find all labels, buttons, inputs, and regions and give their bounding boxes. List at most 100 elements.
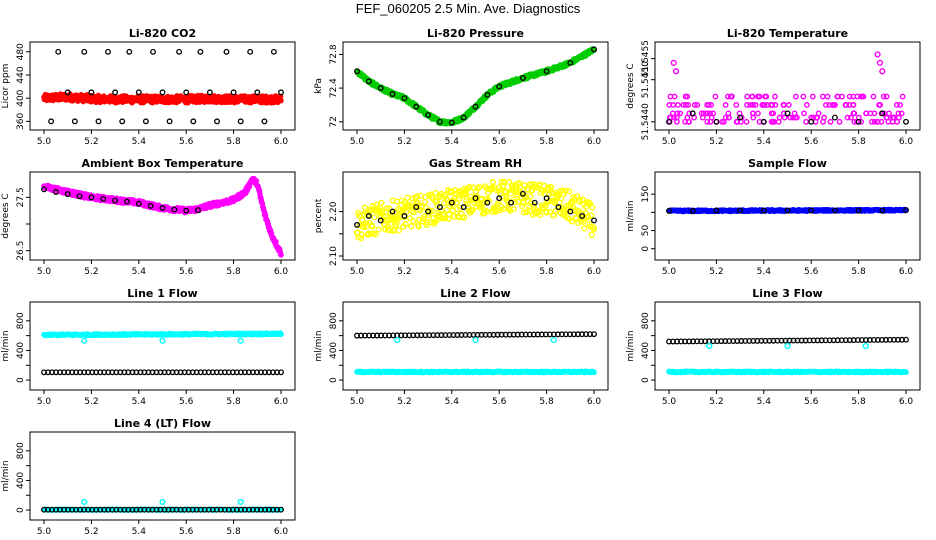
plot-frame [29,41,296,131]
x-tick-label: 5.0 [37,527,52,537]
x-tick-label: 5.2 [709,267,723,277]
raw-point [772,93,778,100]
y-tick-label: 72 [329,116,339,127]
raw-point [850,102,856,108]
y-tick-label: 51.5455 [641,40,651,77]
raw-point [827,118,834,125]
raw-point [776,114,783,121]
raw-point [588,231,595,238]
x-tick-label: 6.0 [274,527,289,537]
x-tick-label: 5.8 [851,137,866,147]
raw-point [878,118,885,125]
raw-point [842,102,849,108]
raw-point [591,369,597,376]
x-tick-label: 5.8 [226,267,241,277]
raw-point [769,118,776,125]
outlier-point [81,498,88,506]
raw-point [278,97,284,104]
raw-point [667,93,674,100]
y-tick-label: 0 [329,377,339,383]
y-tick-label: 150 [641,185,651,202]
plot-frame [342,301,609,391]
chart-panel-10: Line 4 (LT) Flow ml/min 5.0 5.2 5.4 5.6 5.8 6.0… [1,417,296,537]
average-point [496,195,503,202]
outlier-point [876,59,884,66]
chart-title: Gas Stream RH [429,157,522,170]
outlier-points [394,336,557,344]
average-point [903,118,909,125]
outlier-point [81,337,88,344]
raw-point [712,93,719,100]
raw-point [421,198,428,206]
average-point [105,48,111,55]
x-tick-label: 5.4 [132,267,147,277]
x-tick-label: 5.0 [350,397,365,407]
chart-panel-4: Ambient Box Temperature degrees C 5.0 5.2 5.… [1,157,296,277]
chart-title: Li-820 Pressure [427,27,524,40]
data-layer [666,51,909,125]
raw-point [725,110,732,117]
chart-title: Line 1 Flow [127,287,197,300]
x-tick-label: 5.6 [804,137,819,147]
average-point [142,118,149,125]
x-tick-label: 6.0 [274,397,289,407]
average-point [831,114,838,121]
data-layer [353,178,598,242]
outlier-points [81,337,244,344]
average-point [126,48,133,55]
raw-point [749,110,756,117]
x-tick-label: 5.8 [539,397,554,407]
raw-point [371,214,378,221]
chart-panel-9: Line 3 Flow ml/min 5.0 5.2 5.4 5.6 5.8 6.0 0 400 8… [626,287,921,407]
average-point [278,89,284,96]
raw-point [781,102,787,108]
outlier-point [159,498,166,506]
x-tick-label: 5.2 [84,527,98,537]
chart-title: Line 2 Flow [440,287,510,300]
chart-panel-8: Line 2 Flow ml/min 5.0 5.2 5.4 5.6 5.8 6.0 0 400 8… [314,287,609,407]
average-point [150,48,156,55]
outlier-points [670,51,886,75]
chart-title: Line 4 (LT) Flow [114,417,211,430]
x-tick-label: 5.2 [397,397,411,407]
raw-point [404,194,411,201]
x-tick-label: 5.0 [662,137,677,147]
raw-point [809,93,816,100]
y-tick-label: 27.5 [16,187,26,207]
x-tick-label: 5.6 [179,137,194,147]
average-point [591,217,597,224]
y-axis-label: percent [314,198,324,233]
raw-point [273,238,279,245]
average-point [88,89,95,96]
chart-panel-6: Sample Flow ml/min 5.0 5.2 5.4 5.6 5.8 6.0 0 50 15… [626,157,921,277]
raw-point [886,110,892,117]
average-point [261,118,268,125]
x-tick-label: 5.4 [757,267,772,277]
x-tick-label: 5.4 [445,397,460,407]
raw-point [867,110,874,117]
plot-frame [342,41,609,131]
average-point [176,48,183,55]
plot-frame [654,301,921,391]
outlier-point [784,342,791,350]
raw-point [889,114,896,121]
data-layer [354,46,597,127]
x-tick-label: 5.0 [350,267,365,277]
plot-frame [654,171,921,261]
raw-point [760,102,767,108]
data-layer [666,336,909,376]
y-tick-label: 440 [16,66,26,83]
series-raw [354,46,597,127]
x-tick-label: 5.0 [662,267,677,277]
x-tick-label: 5.4 [132,397,147,407]
y-axis-label: ml/min [626,330,636,361]
x-tick-label: 5.0 [37,137,52,147]
raw-point [675,102,681,108]
average-point [119,118,126,125]
series-raw [41,91,284,106]
x-tick-label: 5.2 [397,137,411,147]
outlier-point [550,336,557,344]
data-layer [41,48,284,125]
x-tick-label: 5.4 [132,527,147,537]
